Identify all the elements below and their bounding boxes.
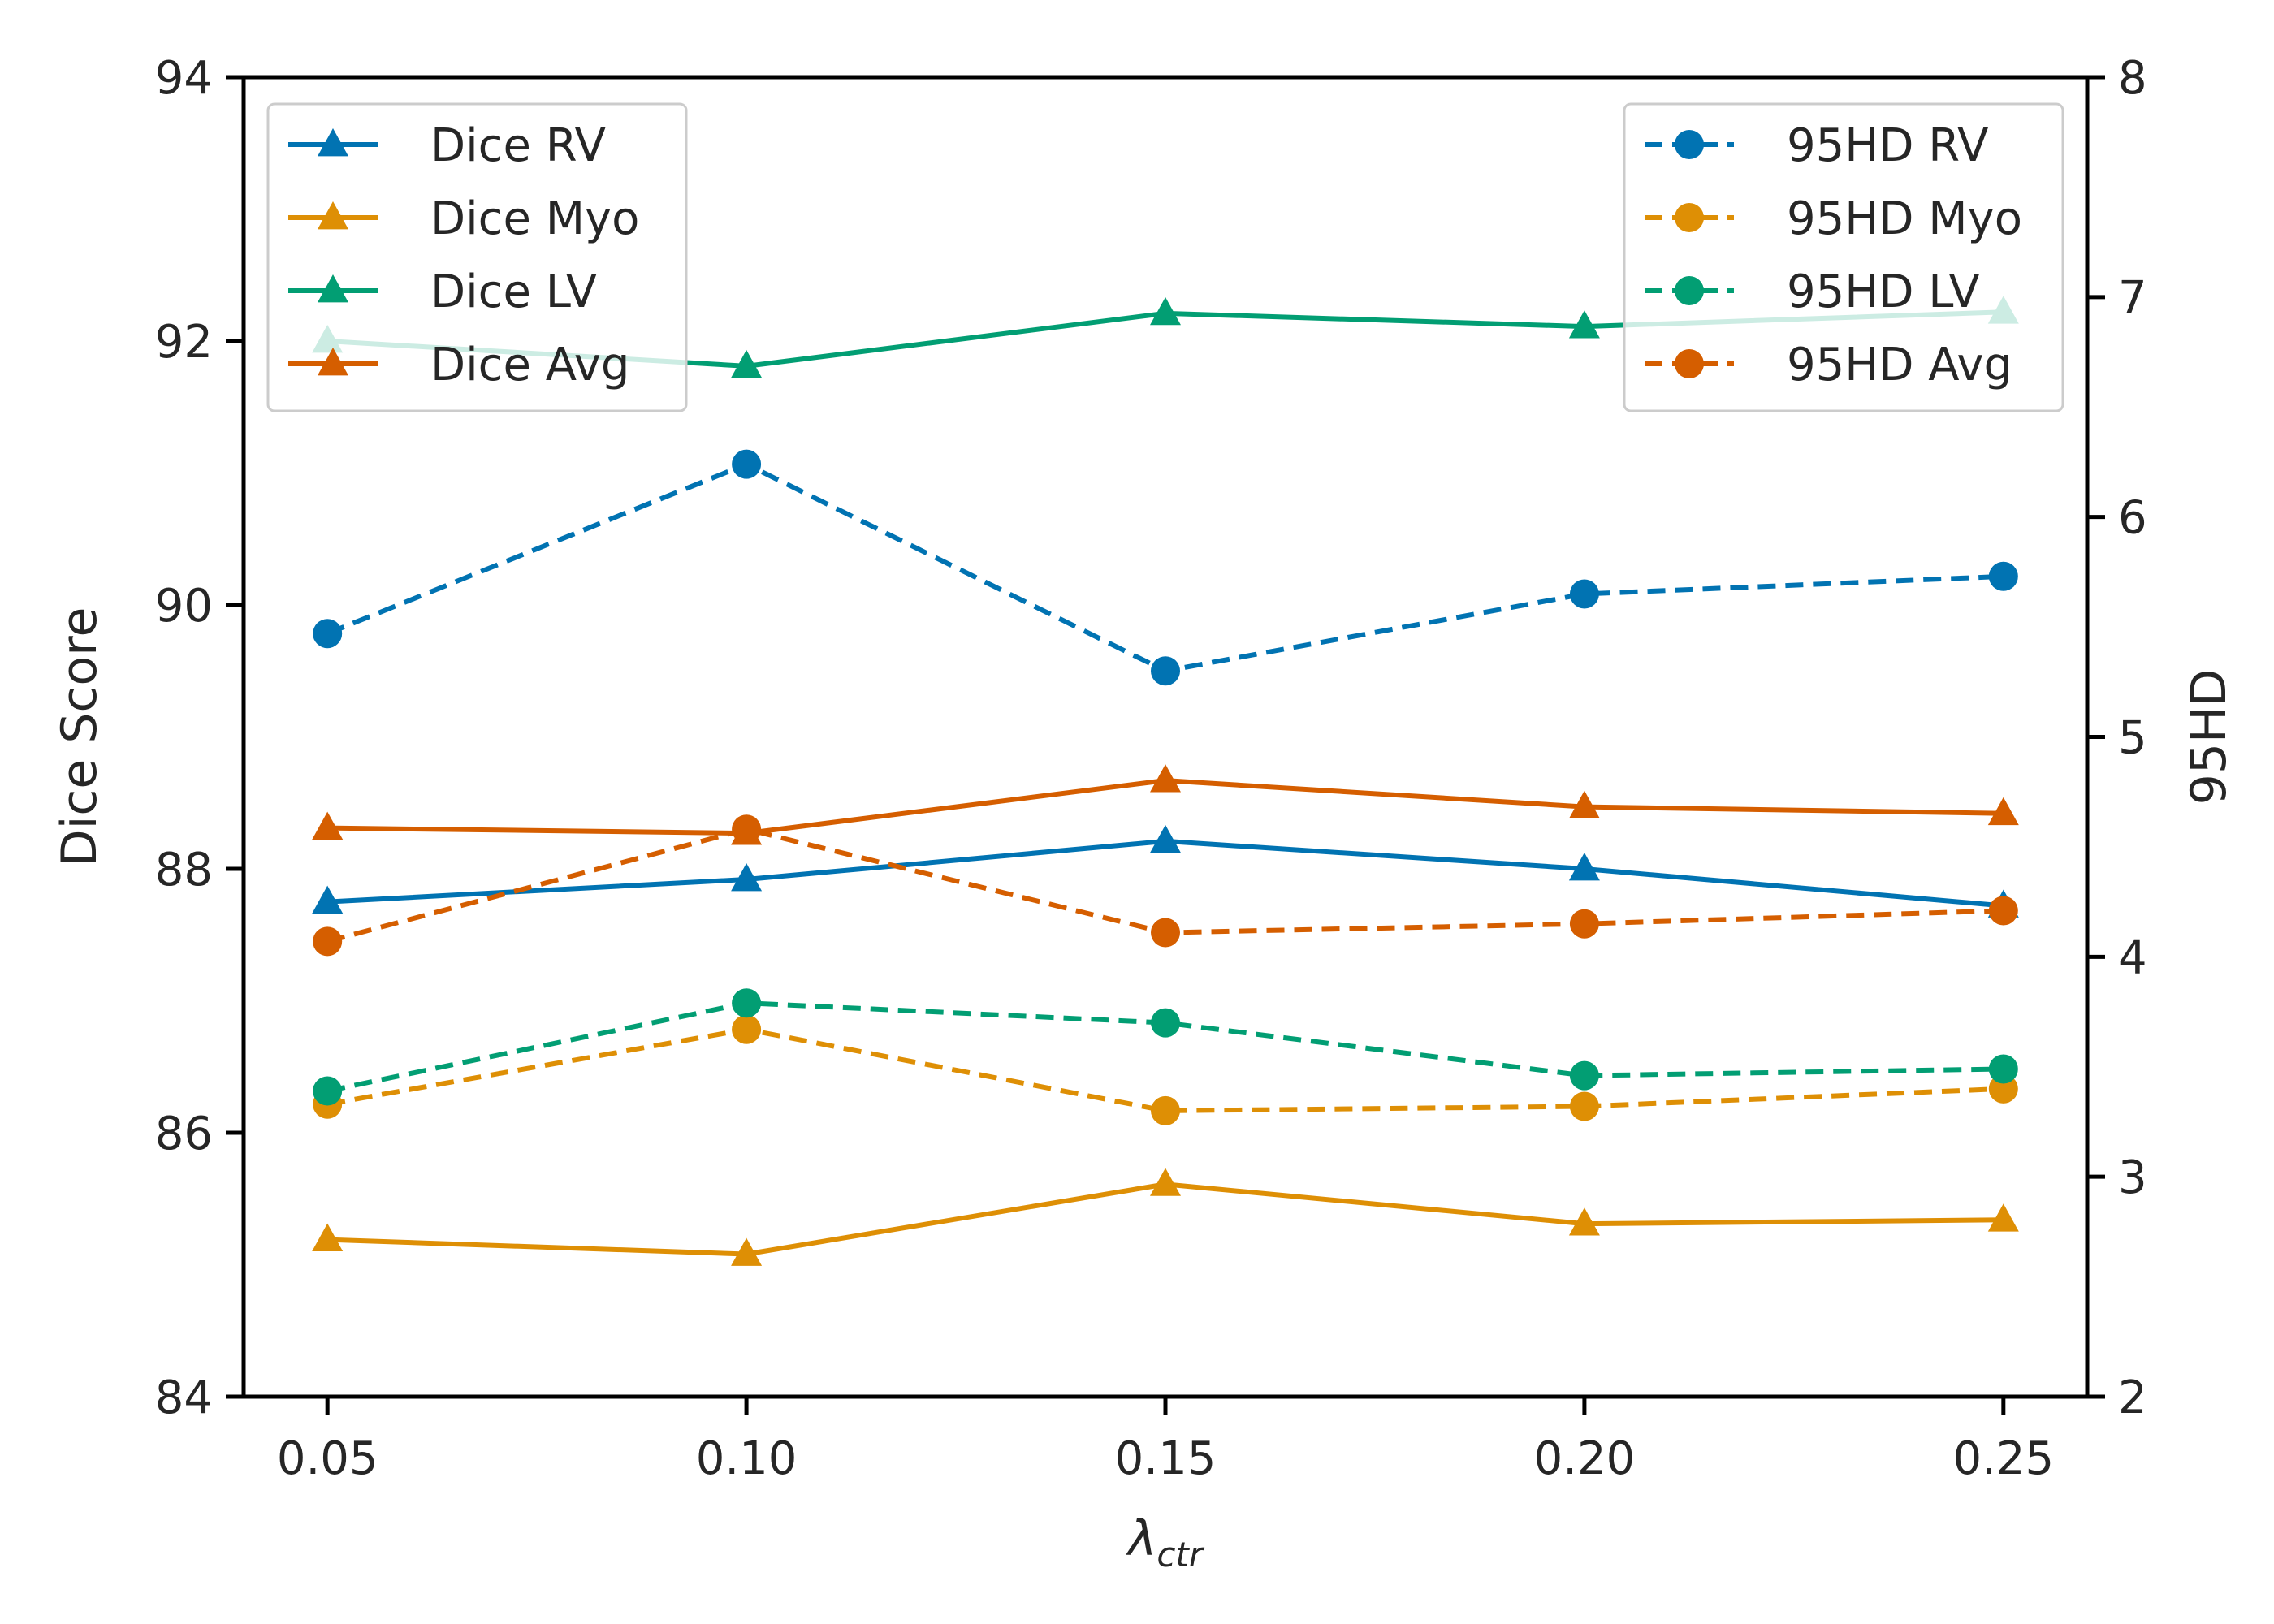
plot-frame <box>241 75 2090 1399</box>
legend-swatch-marker <box>1675 349 1704 378</box>
point-95hd-myo <box>1151 1095 1180 1125</box>
point-dice-avg <box>1987 797 2019 826</box>
point-95hd-myo <box>732 1014 762 1044</box>
point-95hd-lv <box>1569 1060 1599 1091</box>
point-95hd-avg <box>1151 918 1180 948</box>
left-tick-label: 90 <box>155 580 213 633</box>
legend-box <box>1623 102 2064 412</box>
right-tick-label: 8 <box>2118 52 2147 105</box>
point-dice-rv <box>1568 853 1600 881</box>
point-95hd-avg <box>1988 896 2018 926</box>
point-95hd-myo <box>1569 1091 1599 1121</box>
point-95hd-lv <box>732 988 762 1018</box>
legend-swatch-marker <box>1675 276 1704 305</box>
right-tick-label: 7 <box>2118 272 2147 325</box>
legend-label: Dice Myo <box>430 192 639 245</box>
right-tick-label: 5 <box>2118 712 2147 765</box>
x-tick-label: 0.10 <box>696 1432 798 1485</box>
point-dice-myo <box>1987 1203 2019 1232</box>
legend-label: Dice LV <box>430 266 597 318</box>
legend-label: 95HD LV <box>1787 266 1980 318</box>
point-dice-avg <box>1150 764 1181 793</box>
point-95hd-lv <box>1151 1008 1180 1038</box>
left-axis-label: Dice Score <box>51 607 108 867</box>
point-95hd-lv <box>1988 1054 2018 1084</box>
point-95hd-rv <box>1569 579 1599 609</box>
series-line-95hd-lv <box>326 1000 2004 1094</box>
axis-ticks-layer: 84 86 88 90 92 94 2 3 4 5 6 7 8 0.05 0.10 0.15 0.20 0.25 <box>155 52 2147 1485</box>
legend-top-left: Dice RV Dice Myo Dice LV Dice Avg <box>266 102 688 412</box>
left-tick-label: 92 <box>155 316 213 369</box>
series-95hd-avg <box>313 814 2018 957</box>
legend-swatch-marker <box>318 348 348 376</box>
x-axis-label-subscript: ctr <box>1156 1535 1205 1574</box>
x-axis-label-symbol: λ <box>1126 1510 1157 1567</box>
right-tick-label: 2 <box>2118 1371 2147 1424</box>
point-95hd-avg <box>313 926 343 957</box>
series-dice-myo <box>312 1168 2019 1266</box>
series-line-95hd-myo <box>326 1026 2004 1113</box>
series-layer <box>312 296 2019 1266</box>
legend-label: 95HD RV <box>1787 119 1988 172</box>
legend-top-right: 95HD RV 95HD Myo 95HD LV 95HD Avg <box>1623 102 2064 412</box>
legend-label: 95HD Myo <box>1787 192 2022 245</box>
series-95hd-lv <box>313 988 2018 1106</box>
point-dice-lv <box>731 349 763 378</box>
point-dice-rv <box>312 885 344 914</box>
point-dice-myo <box>1568 1207 1600 1236</box>
legend-label: Dice Avg <box>430 339 629 391</box>
legend-swatch-marker <box>318 128 348 157</box>
x-tick-label: 0.20 <box>1534 1432 1636 1485</box>
right-axis-label: 95HD <box>2181 669 2237 806</box>
point-dice-rv <box>731 863 763 892</box>
left-tick-label: 88 <box>155 844 213 896</box>
point-dice-avg <box>312 811 344 840</box>
x-tick-label: 0.15 <box>1115 1432 1217 1485</box>
legend-label: 95HD Avg <box>1787 339 2012 391</box>
legend-swatch-marker <box>318 274 348 303</box>
point-95hd-avg <box>1569 909 1599 939</box>
series-95hd-rv <box>313 449 2018 686</box>
right-tick-label: 6 <box>2118 492 2147 545</box>
x-axis-label: λctr <box>1126 1510 1205 1574</box>
left-tick-label: 86 <box>155 1108 213 1160</box>
legend-swatch-marker <box>1675 203 1704 232</box>
point-95hd-rv <box>732 449 762 479</box>
x-tick-label: 0.05 <box>277 1432 378 1485</box>
left-tick-label: 94 <box>155 52 213 105</box>
point-dice-myo <box>1150 1168 1181 1196</box>
legend-swatch-marker <box>318 201 348 230</box>
point-dice-myo <box>731 1237 763 1266</box>
point-dice-lv <box>1568 310 1600 339</box>
point-95hd-rv <box>1151 656 1180 686</box>
right-tick-label: 4 <box>2118 931 2147 984</box>
point-dice-lv <box>1150 296 1181 326</box>
legend-box <box>266 102 688 412</box>
point-dice-myo <box>312 1223 344 1252</box>
right-tick-label: 3 <box>2118 1151 2147 1204</box>
point-dice-avg <box>1568 790 1600 819</box>
x-tick-label: 0.25 <box>1952 1432 2054 1485</box>
point-95hd-rv <box>313 619 343 649</box>
legend-swatch-marker <box>1675 130 1704 159</box>
legend-label: Dice RV <box>430 119 606 172</box>
point-95hd-rv <box>1988 561 2018 591</box>
left-tick-label: 84 <box>155 1371 213 1424</box>
point-dice-rv <box>1150 824 1181 853</box>
point-95hd-lv <box>313 1076 343 1106</box>
point-95hd-avg <box>732 814 762 844</box>
